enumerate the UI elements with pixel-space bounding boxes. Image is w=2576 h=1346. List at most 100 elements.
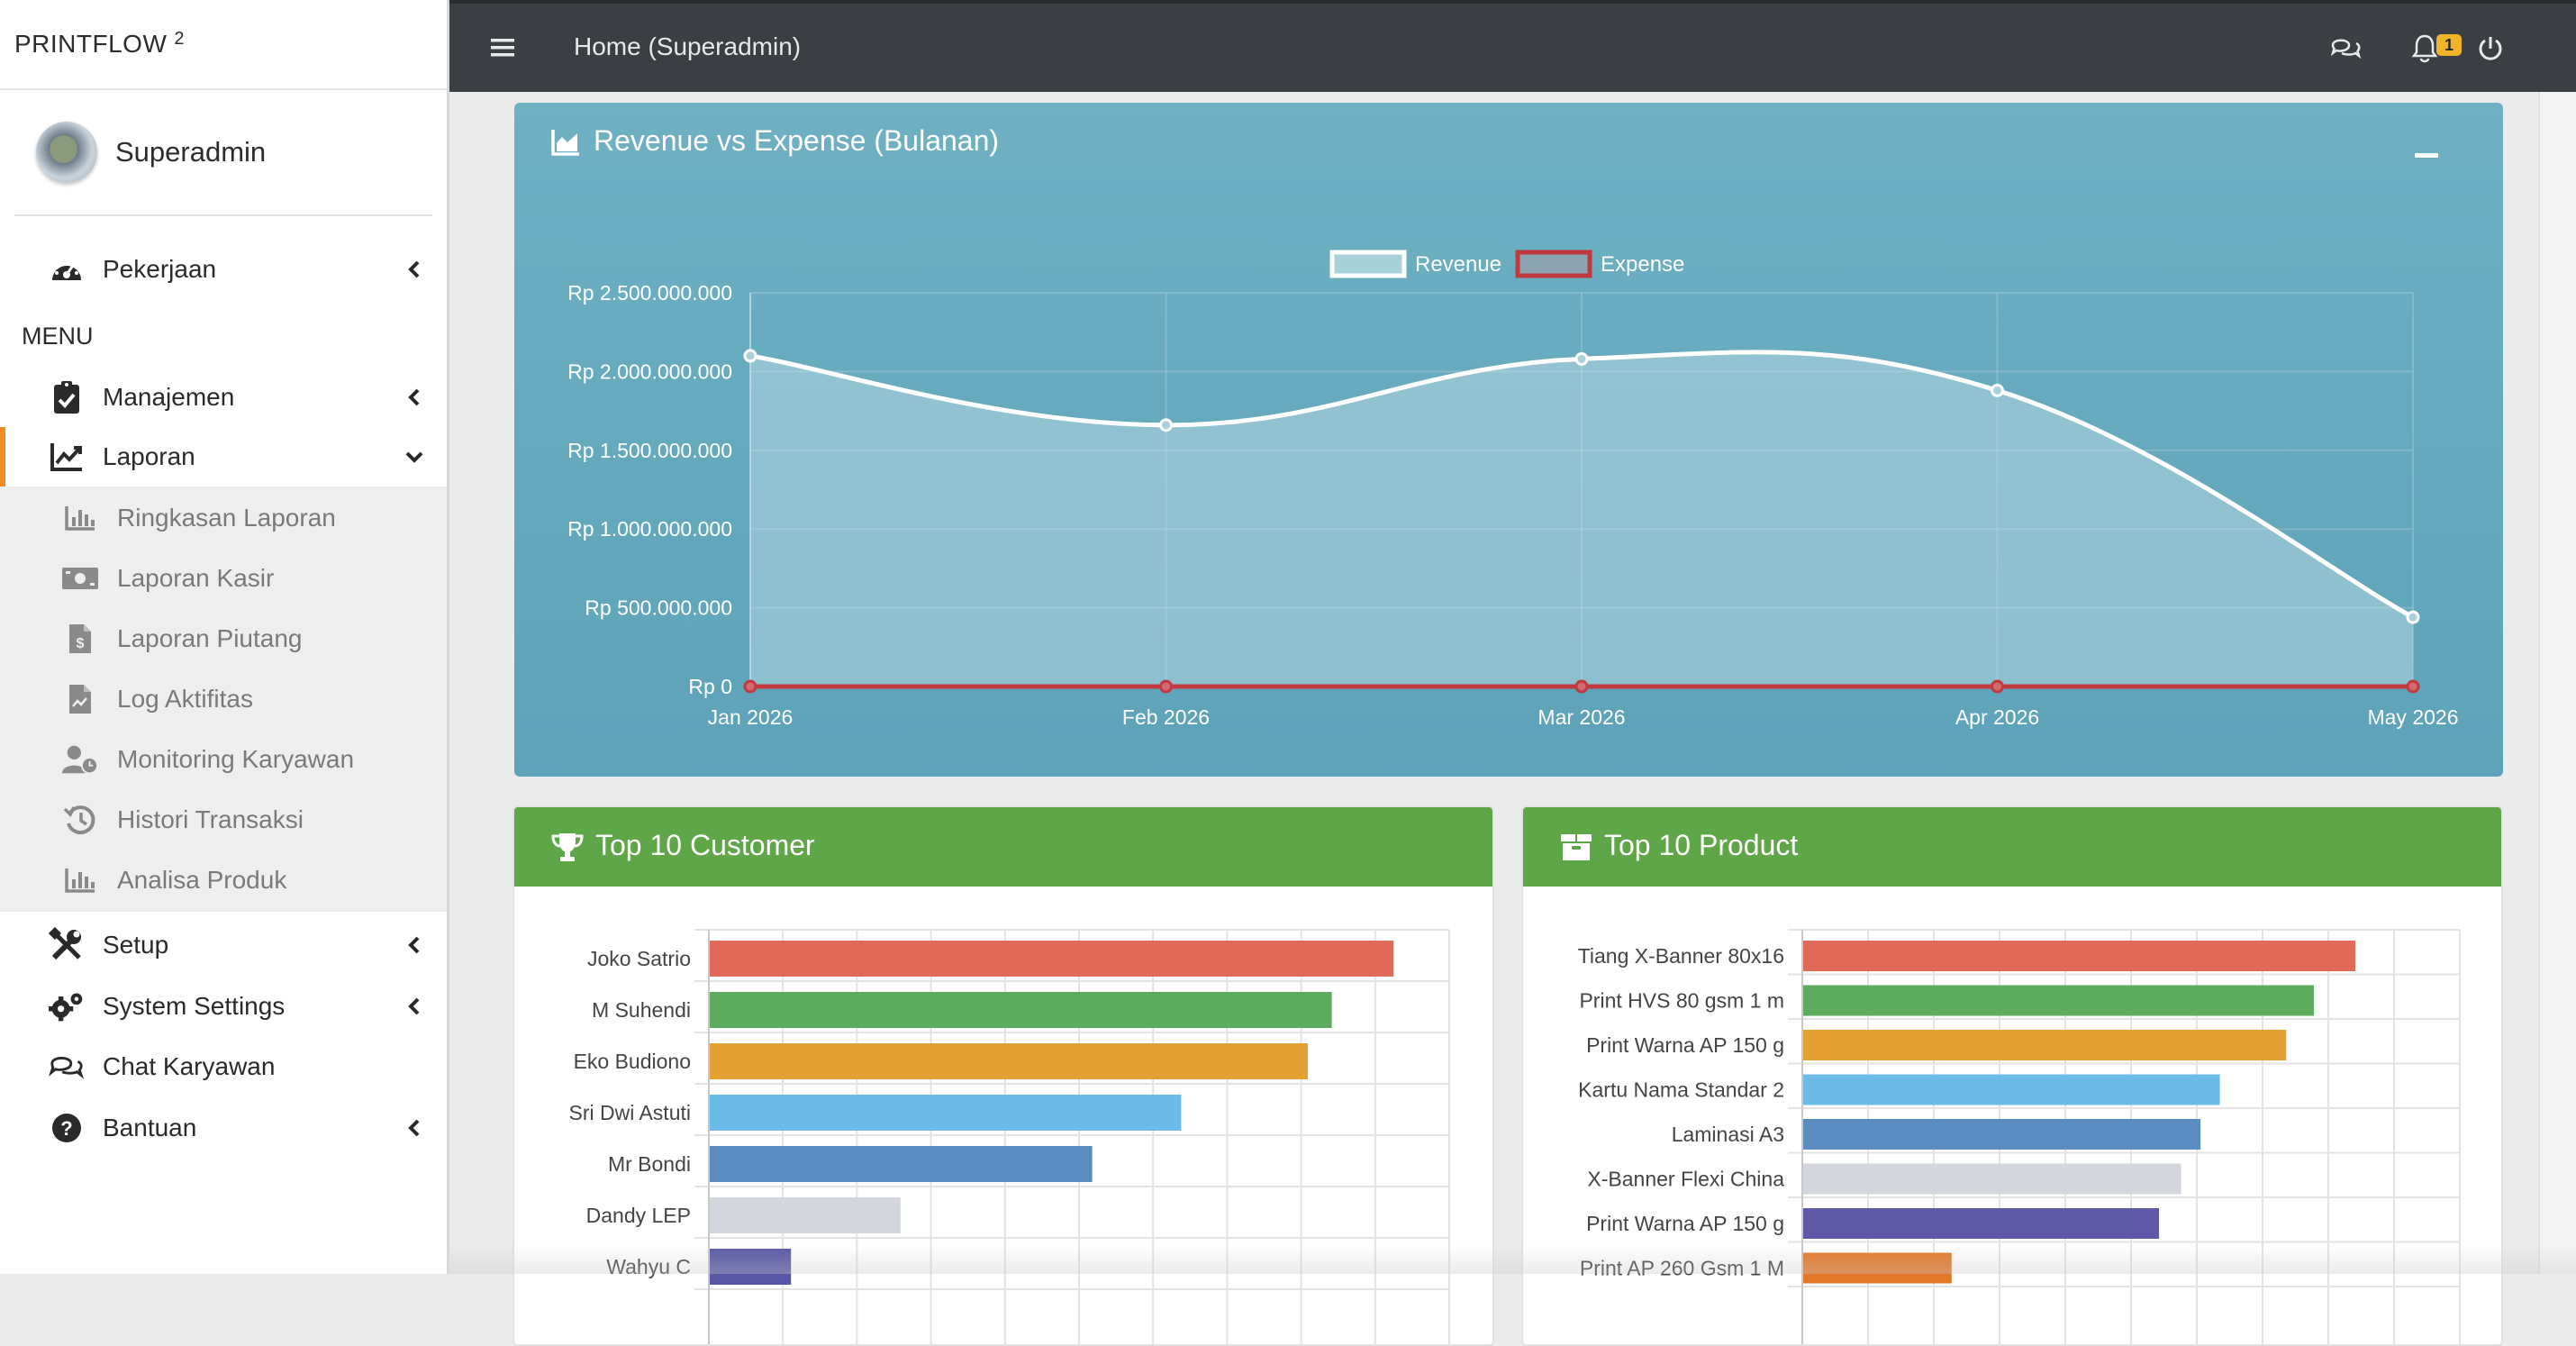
panel-title: Revenue vs Expense (Bulanan) bbox=[594, 124, 1000, 157]
sidebar-subitem-laporan-piutang[interactable]: $ Laporan Piutang bbox=[0, 609, 447, 668]
revenue-expense-panel: Rp 0 Rp 500.000.000 Rp 1.000.000.000 Rp 1.5… bbox=[514, 103, 2503, 777]
sidebar-item-label: Bantuan bbox=[103, 1114, 197, 1141]
chevron-left-icon bbox=[404, 259, 425, 280]
menu-header: MENU bbox=[22, 323, 94, 350]
sidebar-item-pekerjaan[interactable]: Pekerjaan bbox=[0, 240, 447, 299]
active-indicator bbox=[0, 427, 5, 487]
bar bbox=[709, 1043, 1308, 1079]
x-tick-label: Jan 2026 bbox=[708, 705, 794, 729]
category-label: Eko Budiono bbox=[574, 1050, 691, 1073]
sidebar-item-label: Setup bbox=[103, 931, 169, 959]
laporan-submenu: Ringkasan Laporan Laporan Kasir $ Lapora… bbox=[0, 487, 447, 912]
chevron-down-icon bbox=[404, 446, 425, 468]
top-product-chart: Tiang X-Banner 80x16 Print HVS 80 gsm 1 m… bbox=[1578, 929, 2461, 1344]
sidebar-subitem-ringkasan-laporan[interactable]: Ringkasan Laporan bbox=[0, 488, 447, 548]
sidebar-item-label: Laporan bbox=[103, 442, 195, 470]
sidebar-subitem-label: Laporan Piutang bbox=[117, 624, 303, 652]
category-label: Joko Satrio bbox=[587, 947, 691, 970]
bar bbox=[709, 1197, 901, 1233]
chevron-left-icon bbox=[404, 387, 425, 408]
bar bbox=[1802, 1074, 2220, 1105]
bar bbox=[709, 1146, 1093, 1182]
sidebar-subitem-label: Laporan Kasir bbox=[117, 564, 275, 592]
chat-icon[interactable] bbox=[2327, 31, 2365, 67]
trophy-icon bbox=[550, 831, 585, 863]
svg-text:$: $ bbox=[77, 636, 85, 651]
sidebar-subitem-monitoring-karyawan[interactable]: Monitoring Karyawan bbox=[0, 730, 447, 789]
bar-chart-icon bbox=[61, 500, 99, 536]
panel-title: Top 10 Customer bbox=[595, 829, 815, 861]
category-label: Print Warna AP 150 g bbox=[1586, 1033, 1784, 1057]
hamburger-icon[interactable] bbox=[489, 34, 516, 61]
user-panel[interactable]: Superadmin bbox=[14, 90, 432, 216]
sidebar-item-chat-karyawan[interactable]: Chat Karyawan bbox=[0, 1037, 447, 1096]
power-icon[interactable] bbox=[2472, 31, 2509, 67]
top-customer-chart: Joko Satrio M Suhendi Eko Budiono Sri Dwi A… bbox=[569, 929, 1450, 1344]
svg-text:?: ? bbox=[60, 1117, 72, 1140]
revenue-point bbox=[2406, 610, 2420, 624]
chart-legend: Revenue Expense bbox=[1329, 250, 1684, 278]
revenue-point bbox=[1991, 383, 2004, 397]
legend-swatch-revenue bbox=[1329, 250, 1407, 278]
invoice-dollar-icon: $ bbox=[61, 621, 99, 657]
revenue-point bbox=[1159, 418, 1173, 432]
legend-label-expense: Expense bbox=[1601, 252, 1684, 277]
sidebar-subitem-log-aktifitas[interactable]: Log Aktifitas bbox=[0, 669, 447, 729]
brand-logo[interactable]: PRINTFLOW 2 bbox=[0, 0, 447, 90]
y-tick-label: Rp 0 bbox=[688, 675, 732, 698]
sidebar-item-setup[interactable]: Setup bbox=[0, 915, 447, 975]
revenue-expense-chart: Rp 0 Rp 500.000.000 Rp 1.000.000.000 Rp 1.5… bbox=[567, 250, 2459, 729]
sidebar-item-bantuan[interactable]: ? Bantuan bbox=[0, 1098, 447, 1158]
panel-title: Top 10 Product bbox=[1604, 829, 1799, 861]
revenue-point bbox=[743, 349, 757, 363]
history-icon bbox=[61, 802, 99, 838]
sidebar-subitem-histori-transaksi[interactable]: Histori Transaksi bbox=[0, 790, 447, 850]
bar bbox=[1802, 1119, 2201, 1150]
bar-chart-icon bbox=[61, 862, 99, 898]
file-chart-icon bbox=[61, 681, 99, 717]
bottom-fade bbox=[449, 1243, 2576, 1274]
chevron-left-icon bbox=[404, 934, 425, 956]
category-label: X-Banner Flexi China bbox=[1587, 1168, 1784, 1191]
x-tick-label: May 2026 bbox=[2367, 705, 2458, 729]
line-chart-icon bbox=[49, 439, 85, 475]
expense-point bbox=[1991, 679, 2004, 694]
expense-point bbox=[1574, 679, 1589, 694]
tools-icon bbox=[49, 927, 85, 963]
help-circle-icon: ? bbox=[49, 1110, 85, 1146]
sidebar-subitem-label: Histori Transaksi bbox=[117, 805, 304, 833]
page-title: Home (Superadmin) bbox=[574, 32, 802, 60]
top-product-panel: Top 10 Product Tiang X-Banner 80x16 Print… bbox=[1521, 805, 2503, 1346]
sidebar: PRINTFLOW 2 Superadmin Pekerjaan MENU Man… bbox=[0, 0, 449, 1274]
page-scrollbar[interactable] bbox=[2538, 92, 2576, 1274]
category-label: Kartu Nama Standar 2 bbox=[1578, 1078, 1784, 1102]
x-tick-label: Mar 2026 bbox=[1537, 705, 1625, 729]
bar bbox=[1802, 941, 2355, 971]
box-icon bbox=[1559, 831, 1593, 863]
user-clock-icon bbox=[61, 741, 99, 778]
sidebar-item-label: Chat Karyawan bbox=[103, 1052, 276, 1080]
bar bbox=[1802, 1163, 2181, 1195]
sidebar-subitem-label: Analisa Produk bbox=[117, 866, 287, 894]
y-tick-label: Rp 2.000.000.000 bbox=[567, 359, 732, 383]
sidebar-subitem-analisa-produk[interactable]: Analisa Produk bbox=[0, 850, 447, 910]
y-tick-label: Rp 2.500.000.000 bbox=[567, 281, 732, 305]
category-label: Tiang X-Banner 80x16 bbox=[1578, 944, 1784, 968]
sidebar-subitem-laporan-kasir[interactable]: Laporan Kasir bbox=[0, 549, 447, 608]
sidebar-item-laporan[interactable]: Laporan bbox=[0, 427, 447, 487]
clipboard-check-icon bbox=[49, 379, 85, 415]
collapse-button[interactable] bbox=[2415, 153, 2438, 158]
sidebar-item-manajemen[interactable]: Manajemen bbox=[0, 368, 447, 427]
sidebar-subitem-label: Log Aktifitas bbox=[117, 685, 253, 713]
expense-point bbox=[743, 679, 757, 694]
brand-name: PRINTFLOW bbox=[14, 30, 168, 58]
avatar bbox=[36, 122, 97, 183]
panel-header: Top 10 Customer bbox=[514, 807, 1492, 887]
sidebar-item-label: System Settings bbox=[103, 992, 286, 1020]
bar bbox=[1802, 1030, 2287, 1060]
category-label: Print HVS 80 gsm 1 m bbox=[1579, 989, 1784, 1013]
bell-icon[interactable] bbox=[2406, 31, 2444, 67]
sidebar-item-system-settings[interactable]: System Settings bbox=[0, 977, 447, 1036]
x-tick-label: Apr 2026 bbox=[1955, 705, 2039, 729]
money-bill-icon bbox=[61, 560, 99, 596]
